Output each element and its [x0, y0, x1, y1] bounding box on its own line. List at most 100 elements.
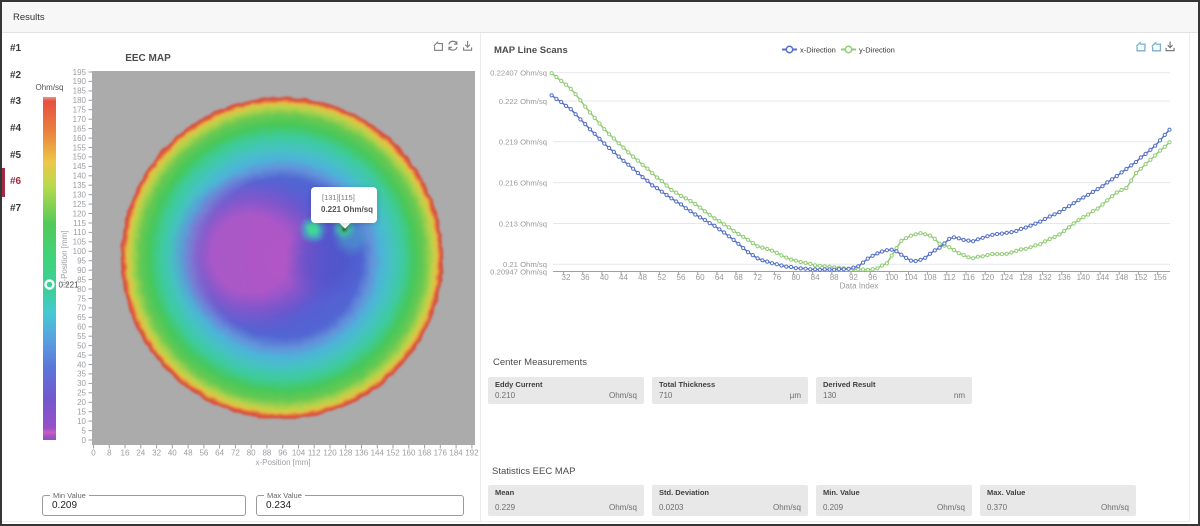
svg-text:120: 120 — [981, 273, 995, 282]
svg-text:192: 192 — [465, 449, 479, 458]
svg-text:44: 44 — [619, 273, 628, 282]
svg-text:152: 152 — [1134, 273, 1148, 282]
svg-text:20: 20 — [77, 398, 86, 407]
svg-text:140: 140 — [73, 172, 87, 181]
svg-text:68: 68 — [734, 273, 743, 282]
svg-text:5: 5 — [82, 426, 87, 435]
svg-text:8: 8 — [107, 449, 112, 458]
svg-text:32: 32 — [152, 449, 161, 458]
svg-text:16: 16 — [121, 449, 130, 458]
svg-text:0: 0 — [91, 449, 96, 458]
svg-text:104: 104 — [904, 273, 918, 282]
svg-text:95: 95 — [77, 257, 86, 266]
svg-text:0: 0 — [82, 436, 87, 445]
svg-text:50: 50 — [77, 341, 86, 350]
svg-text:72: 72 — [231, 449, 240, 458]
svg-text:96: 96 — [868, 273, 877, 282]
svg-text:104: 104 — [292, 449, 306, 458]
svg-text:128: 128 — [339, 449, 353, 458]
svg-text:136: 136 — [355, 449, 369, 458]
svg-text:112: 112 — [308, 449, 321, 458]
svg-text:65: 65 — [77, 313, 86, 322]
svg-text:132: 132 — [1038, 273, 1052, 282]
svg-text:115: 115 — [73, 219, 86, 228]
svg-text:144: 144 — [1096, 273, 1110, 282]
svg-text:45: 45 — [77, 351, 86, 360]
svg-text:85: 85 — [77, 275, 86, 284]
svg-text:0.20947 Ohm/sq: 0.20947 Ohm/sq — [490, 267, 547, 276]
svg-text:156: 156 — [1153, 273, 1167, 282]
svg-text:125: 125 — [73, 200, 87, 209]
svg-text:70: 70 — [77, 304, 86, 313]
svg-text:30: 30 — [77, 379, 86, 388]
svg-text:y-Direction: y-Direction — [859, 45, 895, 54]
svg-text:120: 120 — [323, 449, 337, 458]
svg-text:48: 48 — [638, 273, 647, 282]
svg-text:25: 25 — [77, 389, 86, 398]
svg-text:56: 56 — [677, 273, 686, 282]
svg-text:15: 15 — [77, 408, 86, 417]
svg-text:0.219 Ohm/sq: 0.219 Ohm/sq — [499, 138, 547, 147]
svg-text:148: 148 — [1115, 273, 1129, 282]
svg-text:40: 40 — [168, 449, 177, 458]
svg-text:0.213 Ohm/sq: 0.213 Ohm/sq — [499, 219, 547, 228]
svg-text:135: 135 — [73, 181, 87, 190]
svg-text:40: 40 — [77, 360, 86, 369]
svg-text:0.222 Ohm/sq: 0.222 Ohm/sq — [499, 97, 547, 106]
svg-text:124: 124 — [1000, 273, 1014, 282]
svg-text:170: 170 — [73, 115, 87, 124]
svg-text:80: 80 — [791, 273, 800, 282]
svg-text:88: 88 — [262, 449, 271, 458]
svg-text:88: 88 — [830, 273, 839, 282]
svg-text:105: 105 — [73, 238, 87, 247]
svg-text:176: 176 — [434, 449, 448, 458]
svg-text:100: 100 — [885, 273, 899, 282]
svg-text:168: 168 — [418, 449, 432, 458]
svg-text:112: 112 — [943, 273, 956, 282]
svg-text:150: 150 — [73, 153, 87, 162]
svg-text:152: 152 — [386, 449, 400, 458]
svg-text:160: 160 — [73, 134, 87, 143]
svg-text:24: 24 — [136, 449, 145, 458]
svg-text:140: 140 — [1077, 273, 1091, 282]
svg-text:0.21 Ohm/sq: 0.21 Ohm/sq — [503, 260, 547, 269]
svg-text:36: 36 — [581, 273, 590, 282]
svg-text:y-Position [mm]: y-Position [mm] — [60, 230, 69, 285]
svg-text:120: 120 — [73, 209, 87, 218]
svg-text:32: 32 — [562, 273, 571, 282]
svg-text:x-Position [mm]: x-Position [mm] — [255, 458, 310, 467]
svg-text:96: 96 — [278, 449, 287, 458]
svg-text:155: 155 — [73, 143, 87, 152]
svg-text:92: 92 — [849, 273, 858, 282]
svg-text:52: 52 — [657, 273, 666, 282]
svg-text:0.216 Ohm/sq: 0.216 Ohm/sq — [499, 178, 547, 187]
svg-text:0.221: 0.221 — [59, 281, 80, 290]
svg-text:145: 145 — [73, 162, 87, 171]
svg-text:56: 56 — [199, 449, 208, 458]
svg-text:75: 75 — [77, 294, 86, 303]
svg-text:48: 48 — [184, 449, 193, 458]
svg-text:60: 60 — [696, 273, 705, 282]
svg-text:80: 80 — [247, 449, 256, 458]
svg-text:72: 72 — [753, 273, 762, 282]
svg-text:175: 175 — [73, 106, 87, 115]
svg-text:110: 110 — [73, 228, 86, 237]
svg-text:130: 130 — [73, 191, 87, 200]
svg-text:40: 40 — [600, 273, 609, 282]
svg-text:55: 55 — [77, 332, 86, 341]
svg-text:84: 84 — [811, 273, 820, 282]
svg-text:180: 180 — [73, 96, 87, 105]
svg-text:108: 108 — [923, 273, 937, 282]
svg-text:35: 35 — [77, 370, 86, 379]
svg-text:80: 80 — [77, 285, 86, 294]
svg-text:90: 90 — [77, 266, 86, 275]
svg-text:128: 128 — [1019, 273, 1033, 282]
svg-text:Ohm/sq: Ohm/sq — [35, 83, 63, 92]
svg-text:144: 144 — [371, 449, 385, 458]
svg-text:64: 64 — [215, 449, 224, 458]
svg-text:160: 160 — [402, 449, 416, 458]
svg-text:190: 190 — [73, 77, 87, 86]
svg-text:165: 165 — [73, 124, 87, 133]
svg-text:184: 184 — [449, 449, 463, 458]
svg-text:100: 100 — [73, 247, 87, 256]
